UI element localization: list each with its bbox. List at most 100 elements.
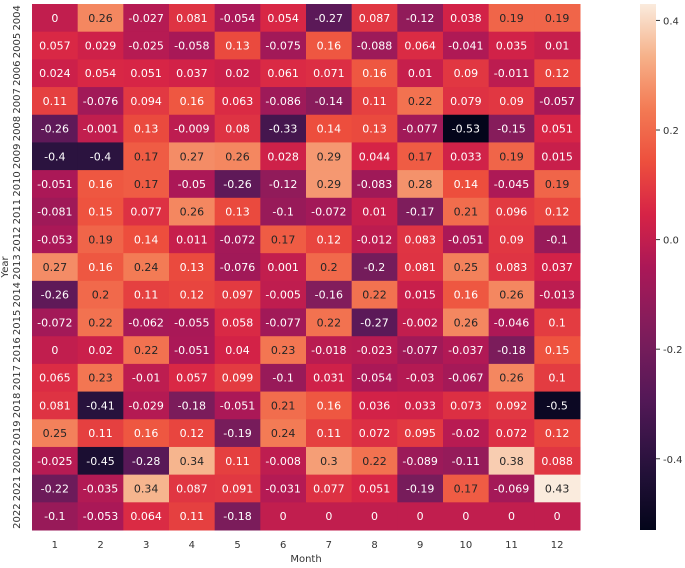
cell-value-label: -0.01 — [132, 372, 160, 385]
cell-value-label: 0.29 — [317, 178, 342, 191]
heatmap-cell — [260, 170, 307, 199]
heatmap-cell — [351, 197, 398, 226]
cell-value-label: 0 — [280, 510, 287, 523]
cell-value-label: 0.077 — [313, 482, 345, 495]
heatmap-cell — [443, 280, 490, 310]
heatmap-cell — [534, 4, 581, 33]
cell-value-label: 0.061 — [267, 67, 299, 80]
heatmap-cell — [443, 31, 490, 60]
cell-value-label: 0.02 — [88, 344, 113, 357]
cell-value-label: -0.045 — [494, 178, 529, 191]
heatmap-cell — [32, 419, 79, 448]
heatmap-cell — [397, 225, 444, 254]
heatmap-cell — [351, 419, 398, 448]
cell-value-label: -0.27 — [360, 316, 388, 329]
cell-value-label: 0.057 — [176, 372, 208, 385]
cell-value-label: -0.086 — [265, 95, 300, 108]
cell-value-label: 0.17 — [134, 150, 159, 163]
heatmap-cell — [260, 391, 307, 420]
heatmap-cell — [443, 59, 490, 88]
heatmap-cell — [214, 253, 261, 282]
heatmap-cell — [77, 391, 124, 420]
heatmap-cell — [77, 474, 124, 503]
cell-value-label: 0.088 — [541, 455, 573, 468]
heatmap-cell — [169, 225, 216, 254]
heatmap-cell — [351, 87, 398, 116]
heatmap-cell — [306, 280, 353, 310]
colorbar-tick-label: -0.2 — [663, 345, 683, 356]
cell-value-label: -0.072 — [311, 206, 346, 219]
heatmap-cell — [534, 59, 581, 88]
cell-value-label: -0.001 — [83, 123, 118, 136]
cell-value-label: 0.087 — [359, 12, 391, 25]
heatmap-cell — [306, 308, 353, 337]
heatmap-cell — [488, 114, 535, 143]
cell-value-label: 0.24 — [271, 427, 296, 440]
cell-value-label: 0.072 — [359, 427, 391, 440]
heatmap-cell — [306, 114, 353, 143]
cell-value-label: 0.13 — [180, 261, 205, 274]
heatmap-cell — [123, 502, 170, 531]
heatmap-cell — [443, 142, 490, 171]
heatmap-cell — [214, 225, 261, 254]
heatmap-cell — [260, 446, 307, 476]
cell-value-label: 0.015 — [404, 289, 436, 302]
cell-value-label: 0.01 — [362, 206, 387, 219]
y-tick-label: 2019 — [12, 420, 23, 445]
cell-value-label: 0.064 — [130, 510, 162, 523]
heatmap-cell — [306, 197, 353, 226]
cell-value-label: -0.072 — [37, 316, 72, 329]
y-tick-label: 2021 — [12, 476, 23, 501]
heatmap-cell — [443, 170, 490, 199]
cell-value-label: 0.21 — [271, 399, 296, 412]
heatmap-cell — [123, 170, 170, 199]
heatmap-cell — [260, 502, 307, 531]
cell-value-label: 0.033 — [450, 150, 482, 163]
cell-value-label: 0.26 — [499, 372, 524, 385]
cell-value-label: -0.22 — [41, 482, 69, 495]
heatmap-cell — [351, 336, 398, 365]
cell-value-label: -0.046 — [494, 316, 529, 329]
heatmap-cell — [534, 474, 581, 503]
heatmap-cell — [260, 308, 307, 337]
cell-value-label: 0.13 — [134, 123, 159, 136]
cell-value-label: -0.12 — [269, 178, 297, 191]
cell-value-label: -0.005 — [265, 289, 300, 302]
cell-value-label: 0.091 — [222, 482, 254, 495]
heatmap-cell — [32, 4, 79, 33]
cell-value-label: 0.26 — [454, 316, 479, 329]
heatmap-cell — [534, 253, 581, 282]
cell-value-label: -0.029 — [128, 399, 163, 412]
cell-value-label: -0.058 — [174, 40, 209, 53]
heatmap-cell — [397, 474, 444, 503]
cell-value-label: 0.2 — [320, 261, 338, 274]
heatmap-cell — [351, 59, 398, 88]
heatmap-cell — [443, 363, 490, 393]
heatmap-cell — [260, 59, 307, 88]
heatmap-cell — [77, 31, 124, 60]
cell-value-label: -0.057 — [539, 95, 574, 108]
y-tick-label: 2013 — [12, 254, 23, 279]
cell-value-label: 0.083 — [496, 261, 528, 274]
x-tick-label: 5 — [234, 540, 240, 551]
heatmap-cell — [214, 170, 261, 199]
cell-value-label: 0.033 — [404, 399, 436, 412]
cell-value-label: 0 — [51, 344, 58, 357]
cell-value-label: 0.065 — [39, 372, 71, 385]
cell-value-label: 0.14 — [317, 123, 342, 136]
cell-value-label: 0.081 — [404, 261, 436, 274]
heatmap-cell — [351, 391, 398, 420]
heatmap-cell — [260, 87, 307, 116]
heatmap-cell — [397, 142, 444, 171]
heatmap-cell — [77, 197, 124, 226]
heatmap-cell — [77, 4, 124, 33]
colorbar — [640, 4, 656, 530]
heatmap-cell — [214, 197, 261, 226]
heatmap-cell — [443, 197, 490, 226]
heatmap-cell — [123, 391, 170, 420]
x-tick-label: 1 — [52, 540, 58, 551]
heatmap-cell — [77, 419, 124, 448]
cell-value-label: 0.3 — [320, 455, 338, 468]
heatmap-cell — [397, 31, 444, 60]
heatmap-cell — [306, 31, 353, 60]
